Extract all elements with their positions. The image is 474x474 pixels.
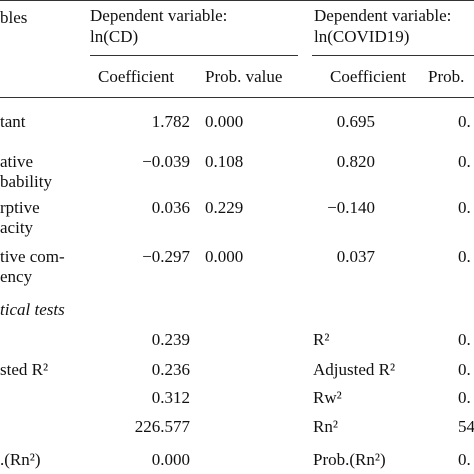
stat-value: 0.239 — [151, 330, 190, 349]
cell: 0.820 — [336, 152, 375, 171]
cell: 0. — [458, 247, 471, 266]
cell: 1.782 — [151, 112, 190, 131]
row-label: bability — [0, 172, 52, 191]
group-header: ln(COVID19) — [314, 27, 410, 46]
row-label: tant — [0, 112, 26, 131]
rule — [90, 55, 298, 56]
subheader: Coefficient — [330, 67, 407, 86]
cell: 0.229 — [205, 198, 244, 217]
stat-label: Adjusted R² — [313, 360, 396, 379]
cell: 0.000 — [205, 112, 244, 131]
stat-value: 5407. — [458, 417, 474, 436]
rule — [0, 97, 474, 98]
rule — [312, 55, 474, 56]
group-header: Dependent variable: — [90, 6, 228, 25]
cell: −0.140 — [327, 198, 375, 217]
group-header: Dependent variable: — [314, 6, 452, 25]
subheader: Prob. value — [205, 67, 283, 86]
subheader: Prob. — [428, 67, 465, 86]
row-label: tive com- — [0, 247, 65, 266]
subheader: Coefficient — [98, 67, 175, 86]
stat-value: 226.577 — [134, 417, 190, 436]
stat-label: Rw² — [313, 388, 342, 407]
rule — [0, 0, 474, 1]
group-header: ln(CD) — [90, 27, 139, 46]
row-label: acity — [0, 218, 34, 237]
stat-value: 0. — [458, 450, 471, 469]
stat-value: 0. — [458, 388, 471, 407]
row-label: rptive — [0, 198, 40, 217]
cell: 0. — [458, 198, 471, 217]
stat-label: Prob.(Rn²) — [313, 450, 386, 469]
row-label: ative — [0, 152, 34, 171]
cell: 0.037 — [336, 247, 375, 266]
stat-value: 0.236 — [151, 360, 190, 379]
row-label: ency — [0, 267, 33, 286]
stat-value: 0.000 — [151, 450, 190, 469]
section-label: tical tests — [0, 300, 65, 319]
column-header: bles — [0, 8, 28, 27]
stat-value: 0.312 — [151, 388, 190, 407]
cell: 0.108 — [205, 152, 244, 171]
stat-label: Rn² — [313, 417, 338, 436]
cell: 0. — [458, 152, 471, 171]
stat-label: R² — [313, 330, 330, 349]
cell: 0.036 — [151, 198, 190, 217]
cell: −0.039 — [142, 152, 190, 171]
cell: −0.297 — [142, 247, 190, 266]
stat-value: 0. — [458, 330, 471, 349]
stat-value: 0. — [458, 360, 471, 379]
cell: 0.000 — [205, 247, 244, 266]
stat-label: .(Rn²) — [0, 450, 41, 469]
cell: 0.695 — [336, 112, 375, 131]
stat-label: sted R² — [0, 360, 49, 379]
cell: 0. — [458, 112, 471, 131]
